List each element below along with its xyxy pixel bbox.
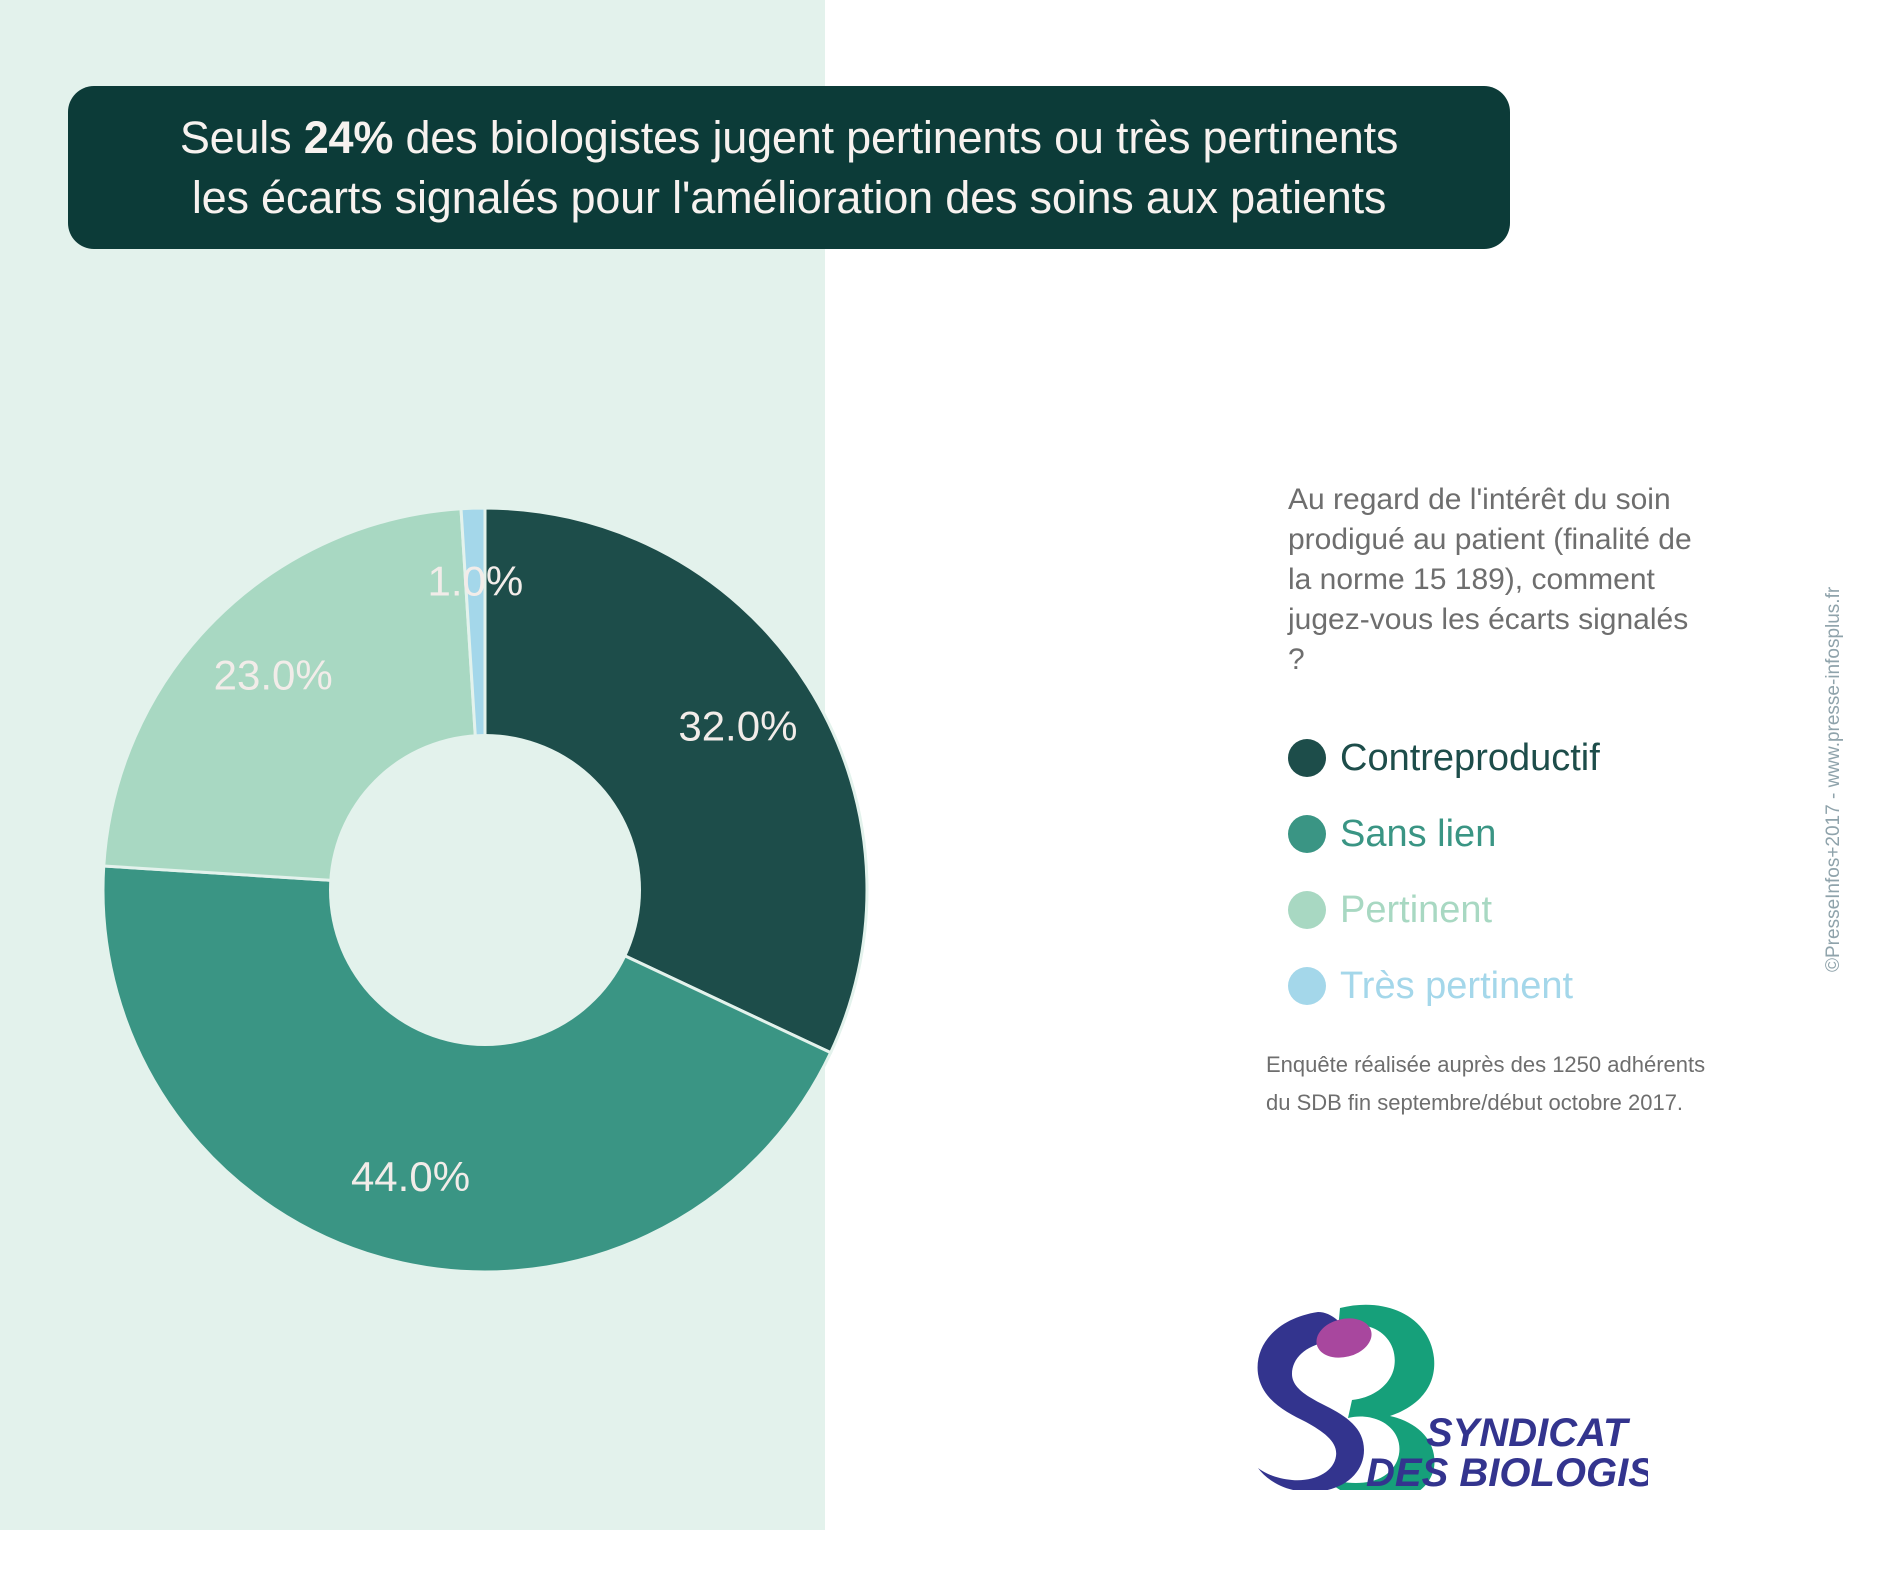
logo-wordmark-line-2: DES BIOLOGISTES: [1366, 1451, 1648, 1490]
logo-wordmark-line-1: SYNDICAT: [1426, 1411, 1631, 1455]
legend-item-label: Sans lien: [1340, 813, 1497, 855]
footnote-line-1: Enquête réalisée auprès des 1250 adhéren…: [1266, 1052, 1706, 1077]
chart-legend: Contreproductif Sans lien Pertinent Très pe…: [1288, 720, 1808, 1024]
question-text: Au regard de l'intérêt du soin prodigué …: [1288, 483, 1692, 676]
donut-slice-value-label: 1.0%: [428, 558, 524, 605]
sdb-logo: SYNDICAT DES BIOLOGISTES: [1248, 1300, 1648, 1490]
headline-line-1: Seuls 24% des biologistes jugent pertine…: [179, 108, 1399, 168]
headline-highlight: 24%: [303, 111, 394, 163]
donut-label-group: 32.0% 44.0% 23.0% 1.0%: [214, 558, 798, 1201]
donut-slice-value-label: 44.0%: [351, 1153, 470, 1200]
legend-item-2[interactable]: Pertinent: [1288, 872, 1808, 948]
sdb-logo-svg: SYNDICAT DES BIOLOGISTES: [1257, 1304, 1648, 1490]
donut-slice[interactable]: [101, 864, 833, 1274]
legend-swatch-icon: [1288, 967, 1326, 1005]
donut-slice-value-label: 32.0%: [678, 703, 797, 750]
right-panel: Au regard de l'intérêt du soin prodigué …: [1266, 480, 1808, 1122]
headline-line-2: les écarts signalés pour l'amélioration …: [191, 171, 1387, 223]
footnote-line-2: du SDB fin septembre/début octobre 2017.: [1266, 1090, 1684, 1115]
donut-chart-svg: 32.0% 44.0% 23.0% 1.0%: [101, 506, 869, 1274]
headline-text-before: Seuls: [179, 111, 304, 163]
legend-item-label: Pertinent: [1340, 889, 1493, 931]
legend-swatch-icon: [1288, 739, 1326, 777]
legend-swatch-icon: [1288, 815, 1326, 853]
donut-hole: [329, 734, 641, 1046]
survey-footnote: Enquête réalisée auprès des 1250 adhéren…: [1266, 1046, 1736, 1122]
donut-slice-value-label: 23.0%: [214, 651, 333, 698]
headline-text-after: des biologistes jugent pertinents ou trè…: [393, 111, 1399, 163]
legend-item-0[interactable]: Contreproductif: [1288, 720, 1808, 796]
copyright-credit: ©PresseInfos+2017 - www.presse-infosplus…: [1823, 586, 1844, 972]
legend-item-3[interactable]: Très pertinent: [1288, 948, 1808, 1024]
legend-item-label: Contreproductif: [1340, 737, 1600, 779]
logo-mark-blue: [1257, 1312, 1364, 1490]
logo-mark-magenta-dot: [1316, 1318, 1372, 1358]
headline-banner: Seuls 24% des biologistes jugent pertine…: [68, 86, 1510, 249]
logo-mark-green: [1326, 1304, 1435, 1490]
legend-item-label: Très pertinent: [1340, 965, 1574, 1007]
legend-swatch-icon: [1288, 891, 1326, 929]
legend-item-1[interactable]: Sans lien: [1288, 796, 1808, 872]
donut-chart: 32.0% 44.0% 23.0% 1.0%: [95, 500, 875, 1280]
